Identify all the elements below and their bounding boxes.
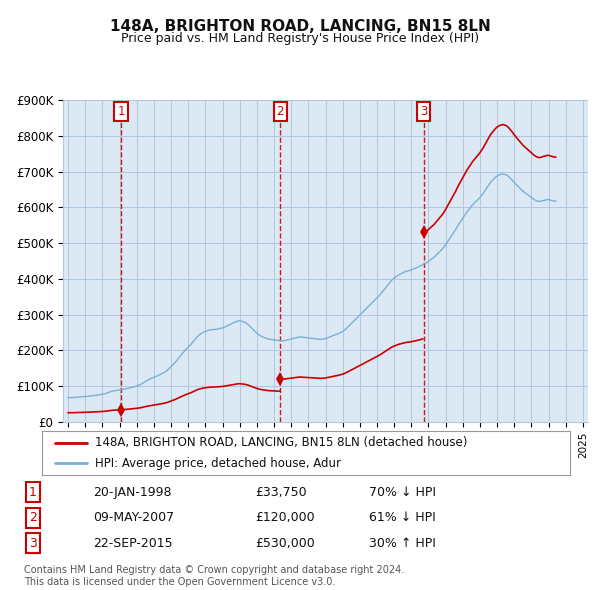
Text: 148A, BRIGHTON ROAD, LANCING, BN15 8LN: 148A, BRIGHTON ROAD, LANCING, BN15 8LN: [110, 19, 490, 34]
Text: 3: 3: [29, 537, 37, 550]
Text: Contains HM Land Registry data © Crown copyright and database right 2024.: Contains HM Land Registry data © Crown c…: [24, 565, 404, 575]
Text: £33,750: £33,750: [255, 486, 307, 499]
Text: 2: 2: [29, 511, 37, 525]
Text: 3: 3: [420, 105, 427, 118]
Text: £530,000: £530,000: [255, 537, 315, 550]
Text: 1: 1: [29, 486, 37, 499]
Text: Price paid vs. HM Land Registry's House Price Index (HPI): Price paid vs. HM Land Registry's House …: [121, 32, 479, 45]
Text: HPI: Average price, detached house, Adur: HPI: Average price, detached house, Adur: [95, 457, 341, 470]
Text: 70% ↓ HPI: 70% ↓ HPI: [369, 486, 436, 499]
Text: 09-MAY-2007: 09-MAY-2007: [93, 511, 174, 525]
Text: 61% ↓ HPI: 61% ↓ HPI: [369, 511, 436, 525]
Text: 2: 2: [277, 105, 284, 118]
Text: 148A, BRIGHTON ROAD, LANCING, BN15 8LN (detached house): 148A, BRIGHTON ROAD, LANCING, BN15 8LN (…: [95, 436, 467, 449]
Text: 30% ↑ HPI: 30% ↑ HPI: [369, 537, 436, 550]
Text: 1: 1: [117, 105, 125, 118]
Text: £120,000: £120,000: [255, 511, 314, 525]
Text: This data is licensed under the Open Government Licence v3.0.: This data is licensed under the Open Gov…: [24, 577, 335, 587]
Text: 22-SEP-2015: 22-SEP-2015: [93, 537, 173, 550]
Text: 20-JAN-1998: 20-JAN-1998: [93, 486, 172, 499]
